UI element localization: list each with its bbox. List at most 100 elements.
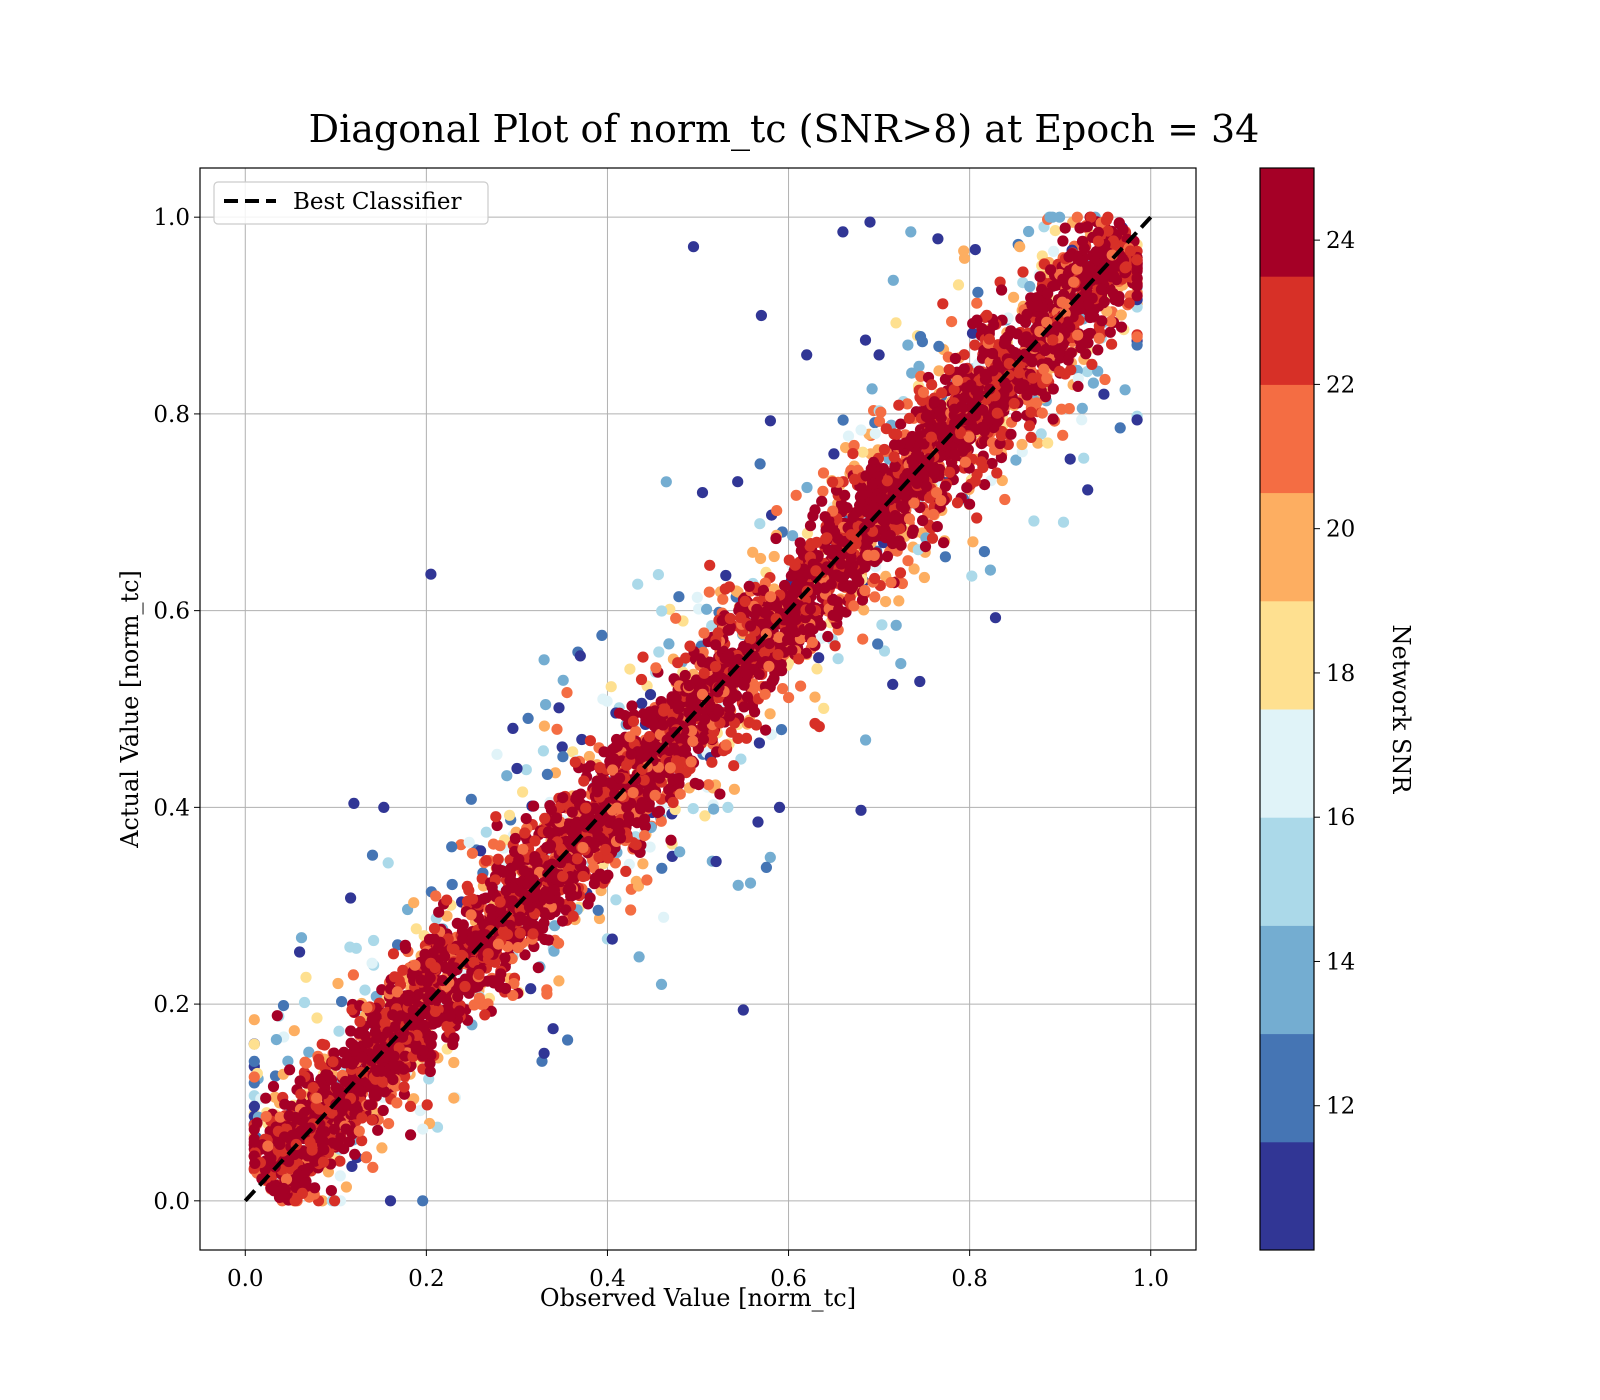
scatter-point xyxy=(486,881,498,894)
scatter-point xyxy=(1010,410,1023,422)
scatter-point xyxy=(627,787,639,799)
scatter-point xyxy=(306,1144,318,1156)
scatter-point xyxy=(890,317,902,329)
scatter-point xyxy=(1024,280,1036,293)
scatter-point xyxy=(1078,452,1090,464)
scatter-point xyxy=(606,933,618,945)
scatter-point xyxy=(670,612,682,624)
scatter-point xyxy=(569,756,581,768)
scatter-point xyxy=(832,653,844,665)
scatter-point xyxy=(492,938,504,950)
scatter-point xyxy=(248,1055,260,1067)
scatter-point xyxy=(917,386,930,398)
scatter-point xyxy=(931,487,943,499)
scatter-point xyxy=(759,688,771,700)
scatter-point xyxy=(594,868,606,880)
scatter-point xyxy=(334,1170,346,1182)
scatter-point xyxy=(347,1039,359,1051)
scatter-point xyxy=(1017,266,1029,278)
scatter-point xyxy=(507,722,519,735)
scatter-point xyxy=(1098,388,1110,400)
scatter-point xyxy=(359,984,371,996)
scatter-point xyxy=(1062,316,1074,328)
scatter-point xyxy=(283,1110,295,1122)
scatter-point xyxy=(1014,241,1026,253)
scatter-point xyxy=(693,779,705,791)
scatter-point xyxy=(674,846,686,858)
scatter-point xyxy=(732,879,744,891)
scatter-point xyxy=(593,851,605,863)
scatter-point xyxy=(1036,407,1048,419)
scatter-point xyxy=(1114,422,1126,434)
scatter-point xyxy=(1082,299,1095,311)
scatter-point xyxy=(893,595,905,607)
scatter-point xyxy=(691,591,703,604)
scatter-point xyxy=(528,800,540,812)
scatter-point xyxy=(906,367,918,379)
scatter-point xyxy=(384,1195,397,1207)
scatter-point xyxy=(540,699,552,711)
scatter-point xyxy=(951,497,964,509)
scatter-point xyxy=(991,407,1003,419)
scatter-point xyxy=(998,338,1011,350)
scatter-point xyxy=(683,680,695,692)
scatter-point xyxy=(509,832,521,845)
scatter-point xyxy=(910,450,922,462)
scatter-point xyxy=(961,482,973,494)
scatter-point xyxy=(271,1010,283,1022)
scatter-point xyxy=(857,633,869,645)
scatter-point xyxy=(480,826,492,838)
scatter-point xyxy=(557,915,569,927)
scatter-point xyxy=(519,827,531,839)
scatter-point xyxy=(741,660,753,672)
scatter-point xyxy=(605,777,617,789)
scatter-point xyxy=(701,603,713,615)
scatter-point xyxy=(1072,380,1084,392)
scatter-point xyxy=(356,1135,368,1147)
scatter-point xyxy=(417,1123,429,1135)
scatter-point xyxy=(580,763,593,775)
scatter-point xyxy=(517,786,529,798)
scatter-point xyxy=(543,934,555,946)
scatter-point xyxy=(393,1042,405,1054)
scatter-point xyxy=(991,416,1003,428)
scatter-point xyxy=(1106,338,1118,350)
scatter-point xyxy=(575,788,587,800)
scatter-point xyxy=(673,772,685,785)
scatter-point xyxy=(1086,358,1098,370)
scatter-point xyxy=(556,741,568,753)
scatter-point xyxy=(1059,222,1071,234)
scatter-point xyxy=(908,563,920,575)
scatter-point xyxy=(541,988,553,1000)
scatter-point xyxy=(1113,217,1125,229)
scatter-point xyxy=(1083,261,1095,273)
scatter-point xyxy=(811,663,823,675)
scatter-point xyxy=(948,384,960,396)
scatter-point xyxy=(554,801,566,813)
scatter-point xyxy=(655,815,667,827)
scatter-point xyxy=(584,735,597,747)
scatter-point xyxy=(839,489,851,501)
scatter-point xyxy=(248,1038,260,1050)
scatter-point xyxy=(410,923,422,935)
scatter-point xyxy=(655,978,668,991)
scatter-point xyxy=(613,707,626,719)
scatter-point xyxy=(842,430,855,442)
scatter-point xyxy=(625,748,637,760)
scatter-point xyxy=(732,732,744,745)
scatter-point xyxy=(770,532,782,545)
scatter-point xyxy=(1047,383,1059,395)
scatter-point xyxy=(408,897,420,909)
scatter-point xyxy=(1076,402,1088,414)
scatter-point xyxy=(567,910,579,922)
scatter-point xyxy=(1011,348,1023,360)
scatter-point xyxy=(541,768,554,781)
scatter-point xyxy=(946,316,958,328)
scatter-point xyxy=(822,630,834,643)
scatter-point xyxy=(366,1114,378,1126)
scatter-point xyxy=(979,479,991,491)
scatter-point xyxy=(399,939,411,951)
scatter-point xyxy=(653,646,665,658)
scatter-point xyxy=(283,1155,295,1168)
scatter-point xyxy=(288,1025,300,1037)
